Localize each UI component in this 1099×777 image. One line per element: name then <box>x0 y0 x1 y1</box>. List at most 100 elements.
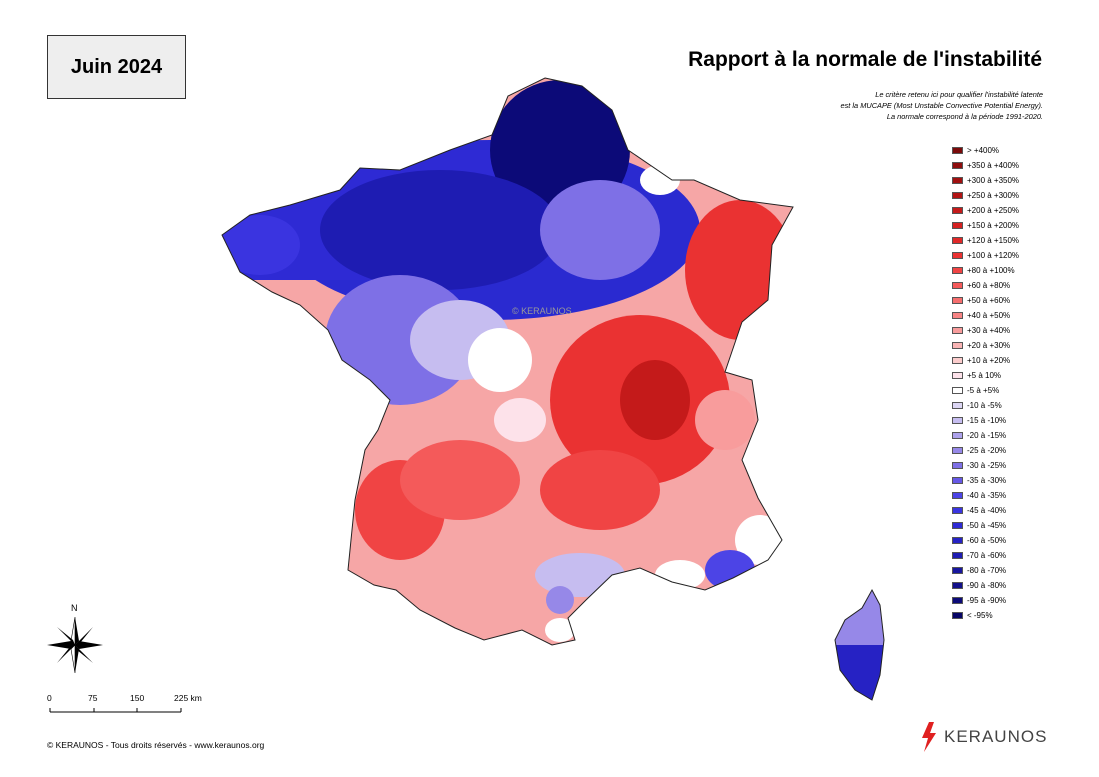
color-legend: > +400% +350 à +400% +300 à +350% +250 à +3… <box>952 143 1019 623</box>
legend-label: +80 à +100% <box>967 266 1015 275</box>
scale-tick-label: 150 <box>130 693 145 703</box>
note-line: est la MUCAPE (Most Unstable Convective … <box>840 101 1043 110</box>
map-title: Rapport à la normale de l'instabilité <box>688 48 1042 71</box>
legend-item: -40 à -35% <box>952 488 1019 503</box>
legend-label: -70 à -60% <box>967 551 1007 560</box>
legend-label: > +400% <box>967 146 1000 155</box>
legend-item: -70 à -60% <box>952 548 1019 563</box>
legend-label: +60 à +80% <box>967 281 1011 290</box>
legend-label: +40 à +50% <box>967 311 1011 320</box>
scale-bar: 0 75 150 225 km <box>44 693 219 715</box>
legend-swatch <box>952 447 963 454</box>
legend-item: +350 à +400% <box>952 158 1019 173</box>
scale-tick-label: 0 <box>47 693 52 703</box>
legend-label: -50 à -45% <box>967 521 1007 530</box>
legend-swatch <box>952 432 963 439</box>
legend-swatch <box>952 282 963 289</box>
legend-item: +50 à +60% <box>952 293 1019 308</box>
legend-swatch <box>952 597 963 604</box>
legend-item: +60 à +80% <box>952 278 1019 293</box>
legend-item: +10 à +20% <box>952 353 1019 368</box>
legend-swatch <box>952 462 963 469</box>
legend-item: +20 à +30% <box>952 338 1019 353</box>
legend-label: +350 à +400% <box>967 161 1020 170</box>
legend-item: -5 à +5% <box>952 383 1019 398</box>
legend-swatch <box>952 552 963 559</box>
brand-logo: KERAUNOS <box>920 722 1047 752</box>
legend-item: +120 à +150% <box>952 233 1019 248</box>
legend-label: -30 à -25% <box>967 461 1007 470</box>
legend-swatch <box>952 402 963 409</box>
legend-item: -25 à -20% <box>952 443 1019 458</box>
legend-item: -20 à -15% <box>952 428 1019 443</box>
corsica <box>835 590 884 700</box>
corsica-outline <box>834 588 885 701</box>
legend-swatch <box>952 507 963 514</box>
legend-label: +30 à +40% <box>967 326 1011 335</box>
legend-swatch <box>952 567 963 574</box>
legend-item: +300 à +350% <box>952 173 1019 188</box>
compass-rose-icon <box>47 616 103 674</box>
legend-item: +250 à +300% <box>952 188 1019 203</box>
lightning-icon <box>922 722 936 752</box>
legend-item: -50 à -45% <box>952 518 1019 533</box>
legend-swatch <box>952 147 963 154</box>
legend-item: +30 à +40% <box>952 323 1019 338</box>
legend-swatch <box>952 192 963 199</box>
legend-label: -15 à -10% <box>967 416 1007 425</box>
legend-swatch <box>952 522 963 529</box>
legend-swatch <box>952 477 963 484</box>
legend-label: -5 à +5% <box>967 386 1000 395</box>
legend-item: -60 à -50% <box>952 533 1019 548</box>
legend-item: < -95% <box>952 608 1019 623</box>
legend-label: +250 à +300% <box>967 191 1020 200</box>
legend-label: < -95% <box>967 611 993 620</box>
legend-label: -35 à -30% <box>967 476 1007 485</box>
legend-item: +150 à +200% <box>952 218 1019 233</box>
legend-swatch <box>952 222 963 229</box>
brand-name: KERAUNOS <box>944 727 1048 746</box>
legend-swatch <box>952 207 963 214</box>
legend-label: -60 à -50% <box>967 536 1007 545</box>
legend-swatch <box>952 237 963 244</box>
legend-item: -95 à -90% <box>952 593 1019 608</box>
legend-label: -40 à -35% <box>967 491 1007 500</box>
legend-label: +200 à +250% <box>967 206 1020 215</box>
legend-label: -90 à -80% <box>967 581 1007 590</box>
legend-item: +100 à +120% <box>952 248 1019 263</box>
legend-item: +200 à +250% <box>952 203 1019 218</box>
legend-swatch <box>952 387 963 394</box>
compass-north-label: N <box>71 603 78 613</box>
legend-item: -10 à -5% <box>952 398 1019 413</box>
legend-label: -10 à -5% <box>967 401 1002 410</box>
scale-tick-label: 225 km <box>174 693 202 703</box>
legend-label: +300 à +350% <box>967 176 1020 185</box>
legend-label: -80 à -70% <box>967 566 1007 575</box>
legend-label: -45 à -40% <box>967 506 1007 515</box>
legend-swatch <box>952 267 963 274</box>
legend-swatch <box>952 297 963 304</box>
legend-swatch <box>952 582 963 589</box>
legend-swatch <box>952 327 963 334</box>
legend-label: -95 à -90% <box>967 596 1007 605</box>
legend-item: -15 à -10% <box>952 413 1019 428</box>
note-line: Le critère retenu ici pour qualifier l'i… <box>875 90 1043 99</box>
legend-label: +10 à +20% <box>967 356 1011 365</box>
legend-label: +50 à +60% <box>967 296 1011 305</box>
legend-item: -80 à -70% <box>952 563 1019 578</box>
legend-swatch <box>952 612 963 619</box>
scale-bar-line <box>49 708 182 713</box>
legend-swatch <box>952 252 963 259</box>
scale-tick-label: 75 <box>88 693 98 703</box>
mainland-france <box>222 78 793 645</box>
date-label: Juin 2024 <box>47 35 186 99</box>
method-note: Le critère retenu ici pour qualifier l'i… <box>840 89 1043 122</box>
legend-label: +5 à 10% <box>967 371 1002 380</box>
legend-swatch <box>952 162 963 169</box>
legend-swatch <box>952 177 963 184</box>
legend-item: +40 à +50% <box>952 308 1019 323</box>
legend-label: +100 à +120% <box>967 251 1020 260</box>
legend-item: > +400% <box>952 143 1019 158</box>
copyright-text: © KERAUNOS - Tous droits réservés - www.… <box>47 740 265 750</box>
